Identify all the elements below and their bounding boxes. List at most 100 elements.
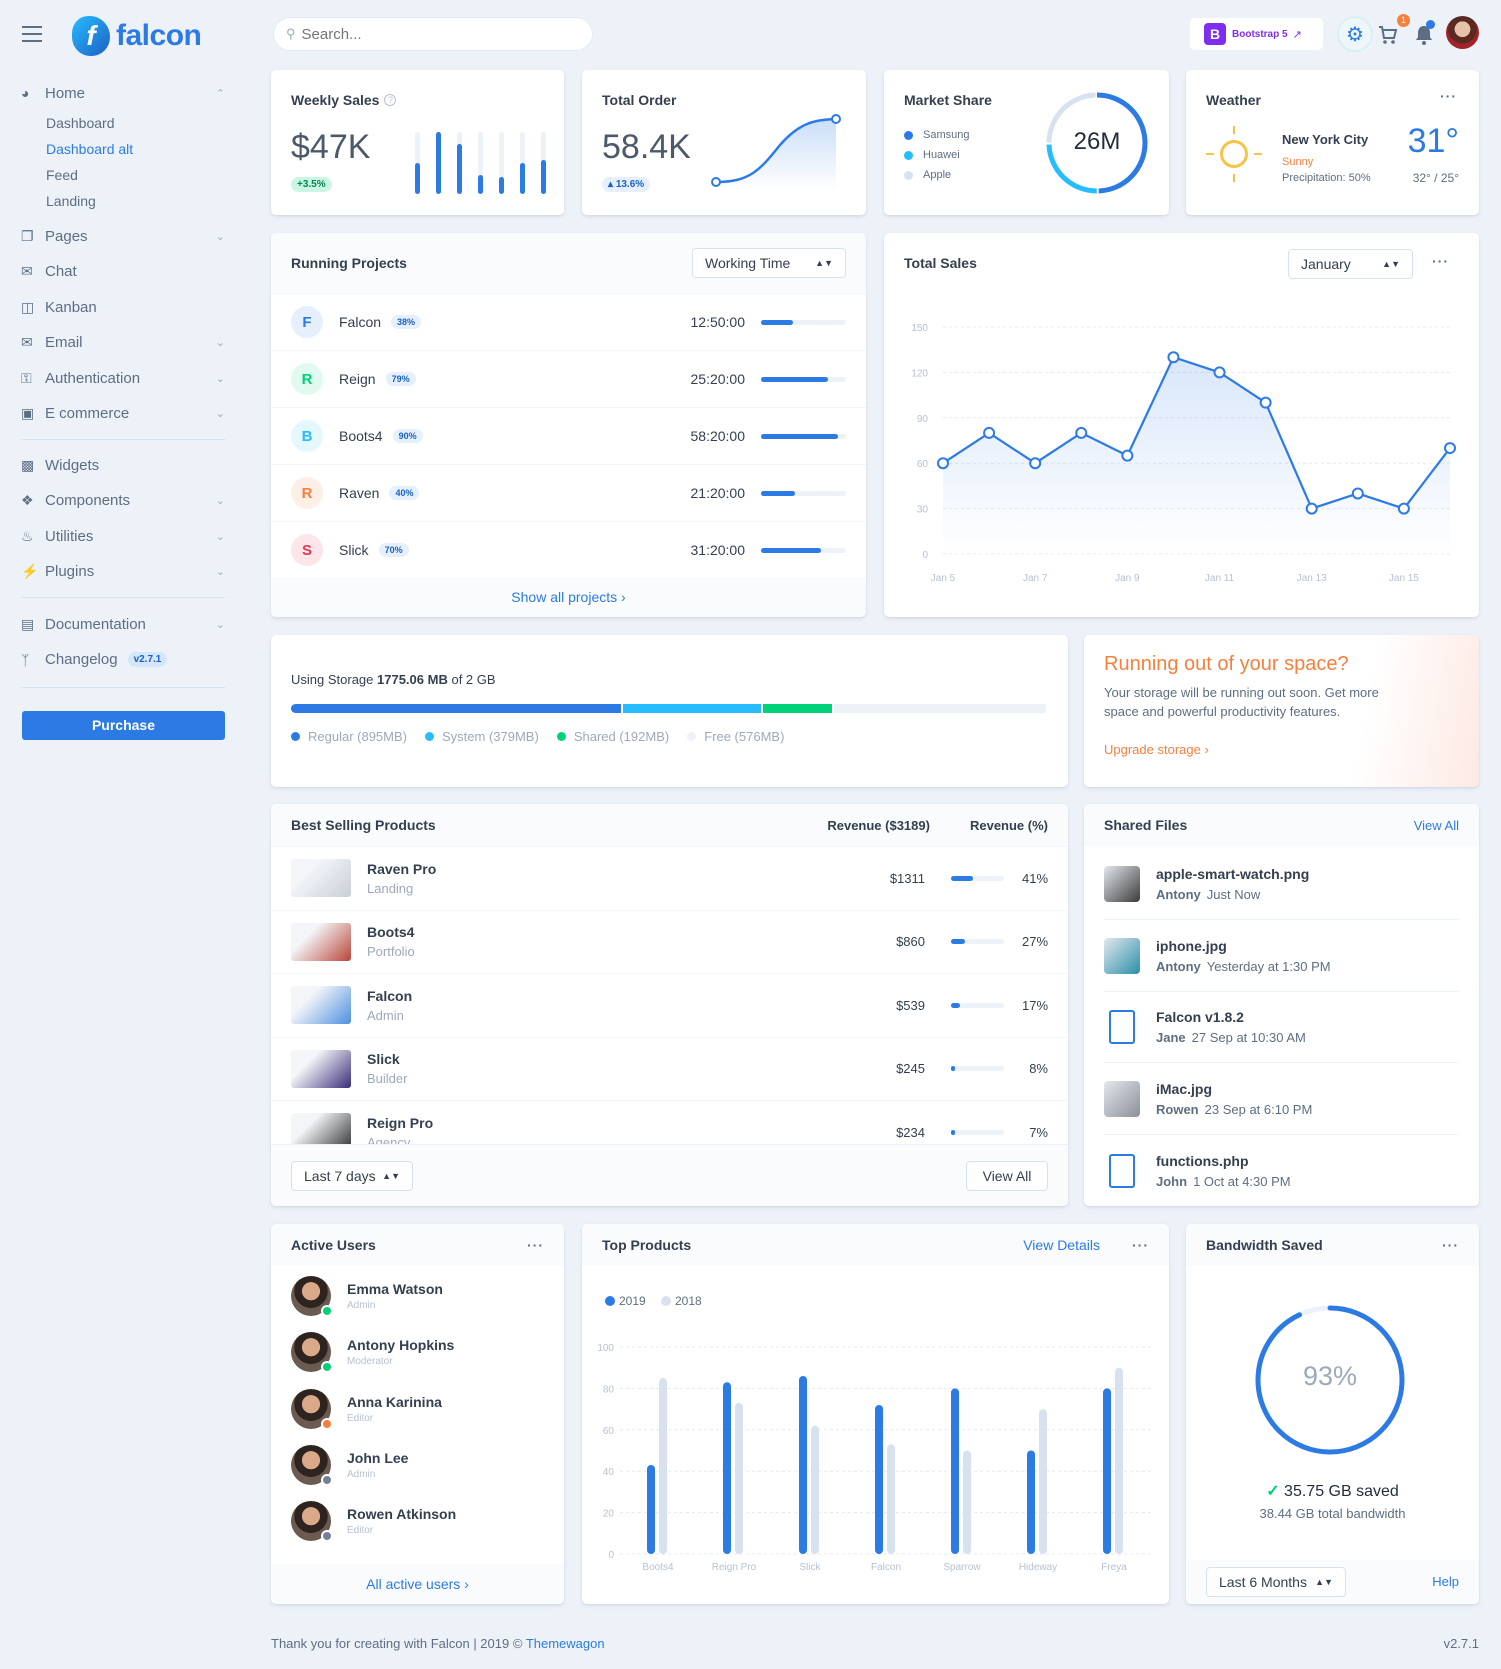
notifications-button[interactable] xyxy=(1415,20,1437,46)
chevron-down-icon[interactable]: ⌄ xyxy=(215,408,225,420)
project-row[interactable]: R Raven 40% 21:20:00 xyxy=(271,464,866,521)
menu-toggle-button[interactable] xyxy=(22,26,42,42)
file-name[interactable]: Falcon v1.8.2 xyxy=(1156,1009,1244,1025)
sidebar-subitem-landing[interactable]: Landing xyxy=(46,193,96,209)
chevron-down-icon[interactable]: ⌄ xyxy=(215,230,225,243)
sales-point[interactable] xyxy=(1305,502,1318,515)
file-row[interactable]: iMac.jpg Rowen 23 Sep at 6:10 PM xyxy=(1104,1064,1459,1135)
sidebar-item-utilities[interactable]: ♨ Utilities ⌄ xyxy=(21,521,225,551)
project-name[interactable]: Reign xyxy=(339,371,376,387)
product-row[interactable]: Slick Builder $245 8% xyxy=(271,1036,1068,1100)
bar-2019-reign-pro[interactable] xyxy=(723,1382,731,1554)
user-row[interactable]: Anna Karinina Editor xyxy=(291,1381,442,1437)
sidebar-item-widgets[interactable]: ▩ Widgets xyxy=(21,450,225,480)
user-name[interactable]: Antony Hopkins xyxy=(347,1337,455,1354)
view-all-button[interactable]: View All xyxy=(966,1161,1048,1191)
avatar[interactable] xyxy=(291,1332,333,1374)
bar-2018-freya[interactable] xyxy=(1115,1367,1123,1554)
project-row[interactable]: F Falcon 38% 12:50:00 xyxy=(271,293,866,350)
sidebar-item-email[interactable]: ✉ Email ⌄ xyxy=(21,328,225,358)
chevron-down-icon[interactable]: ⌄ xyxy=(215,566,225,578)
bar-2019-falcon[interactable] xyxy=(875,1404,883,1554)
revenue-column-header[interactable]: Revenue ($3189) xyxy=(827,817,930,833)
sidebar-item-plugins[interactable]: ⚡ Plugins ⌄ xyxy=(21,557,225,587)
file-row[interactable]: Falcon v1.8.2 Jane 27 Sep at 10:30 AM xyxy=(1104,992,1459,1063)
avatar[interactable] xyxy=(291,1388,333,1430)
user-name[interactable]: John Lee xyxy=(347,1449,409,1466)
product-name[interactable]: Reign Pro xyxy=(367,1114,434,1131)
chevron-down-icon[interactable]: ⌄ xyxy=(215,495,225,507)
sales-point[interactable] xyxy=(1121,449,1134,462)
month-select[interactable]: January ▲▼ xyxy=(1288,249,1413,279)
user-row[interactable]: Emma Watson Admin xyxy=(291,1268,443,1324)
help-icon[interactable]: ? xyxy=(384,94,397,106)
sidebar-item-changelog[interactable]: ᛉ Changelog v2.7.1 xyxy=(21,645,225,675)
user-row[interactable]: Rowen Atkinson Editor xyxy=(291,1493,456,1549)
cart-button[interactable]: 1 xyxy=(1378,14,1410,46)
bar-2018-falcon[interactable] xyxy=(887,1444,895,1554)
sidebar-subitem-dashboard-alt[interactable]: Dashboard alt xyxy=(46,141,134,157)
help-link[interactable]: Help xyxy=(1432,1574,1459,1589)
sales-point[interactable] xyxy=(1213,366,1226,379)
project-name[interactable]: Raven xyxy=(339,485,380,501)
sidebar-item-pages[interactable]: ❐ Pages ⌄ xyxy=(21,221,225,251)
file-name[interactable]: iMac.jpg xyxy=(1156,1080,1213,1097)
search-box[interactable]: ⚲ xyxy=(273,17,593,51)
product-name[interactable]: Boots4 xyxy=(367,924,415,940)
bar-2018-reign-pro[interactable] xyxy=(735,1402,743,1554)
project-row[interactable]: R Reign 79% 25:20:00 xyxy=(271,350,866,407)
bar-2019-sparrow[interactable] xyxy=(951,1388,959,1554)
user-row[interactable]: John Lee Admin xyxy=(291,1437,408,1493)
product-name[interactable]: Slick xyxy=(367,1051,400,1067)
avatar[interactable] xyxy=(291,1276,333,1317)
bar-2018-hideway[interactable] xyxy=(1039,1409,1047,1554)
avatar[interactable] xyxy=(291,1501,333,1543)
sales-point[interactable] xyxy=(1259,396,1272,409)
purchase-button[interactable]: Purchase xyxy=(22,711,225,740)
sidebar-item-e-commerce[interactable]: ▣ E commerce ⌄ xyxy=(21,399,225,429)
view-details-link[interactable]: View Details xyxy=(1023,1237,1100,1253)
sales-point[interactable] xyxy=(1029,457,1042,470)
sidebar-item-authentication[interactable]: ⚿ Authentication ⌄ xyxy=(21,363,225,393)
user-name[interactable]: Anna Karinina xyxy=(347,1393,442,1410)
themewagon-link[interactable]: Themewagon xyxy=(525,1636,605,1651)
more-options-icon[interactable]: ··· xyxy=(1432,253,1449,269)
revenue-percent-column-header[interactable]: Revenue (%) xyxy=(969,817,1048,833)
chevron-down-icon[interactable]: ⌄ xyxy=(215,530,225,543)
view-all-files-link[interactable]: View All xyxy=(1413,817,1459,833)
sidebar-subitem-feed[interactable]: Feed xyxy=(46,167,78,183)
project-name[interactable]: Slick xyxy=(339,542,369,558)
sales-point[interactable] xyxy=(1075,426,1088,439)
sidebar-item-components[interactable]: ❖ Components ⌄ xyxy=(21,486,225,516)
more-options-icon[interactable]: ··· xyxy=(1442,1237,1459,1253)
file-row[interactable]: functions.php John 1 Oct at 4:30 PM xyxy=(1104,1135,1459,1206)
user-row[interactable]: Antony Hopkins Moderator xyxy=(291,1324,454,1380)
bar-2019-boots4[interactable] xyxy=(647,1464,655,1554)
bar-2019-freya[interactable] xyxy=(1103,1388,1111,1554)
chevron-down-icon[interactable]: ⌄ xyxy=(215,372,225,385)
file-row[interactable]: apple-smart-watch.png Antony Just Now xyxy=(1104,849,1459,920)
more-options-icon[interactable]: ··· xyxy=(1132,1237,1149,1253)
avatar[interactable] xyxy=(1446,16,1479,49)
sales-point[interactable] xyxy=(1397,502,1410,515)
more-options-icon[interactable]: ··· xyxy=(527,1237,544,1253)
product-name[interactable]: Raven Pro xyxy=(367,860,437,877)
sales-point[interactable] xyxy=(1167,351,1180,364)
bar-2019-hideway[interactable] xyxy=(1027,1450,1035,1555)
file-name[interactable]: functions.php xyxy=(1156,1152,1249,1169)
sales-point[interactable] xyxy=(1444,442,1456,455)
sales-point[interactable] xyxy=(937,457,949,470)
more-options-icon[interactable]: ··· xyxy=(1440,88,1457,104)
sales-point[interactable] xyxy=(983,426,996,439)
all-active-users-link[interactable]: All active users › xyxy=(366,1576,469,1592)
period-select[interactable]: Last 6 Months ▲▼ xyxy=(1206,1567,1346,1597)
product-row[interactable]: Falcon Admin $539 17% xyxy=(271,973,1068,1036)
chevron-up-icon[interactable]: ⌃ xyxy=(215,87,225,100)
sales-point[interactable] xyxy=(1351,487,1364,500)
chevron-down-icon[interactable]: ⌄ xyxy=(215,618,225,631)
bar-2019-slick[interactable] xyxy=(799,1375,807,1554)
sidebar-item-home[interactable]: ◕ Home ⌃ xyxy=(21,78,225,108)
show-all-projects-link[interactable]: Show all projects › xyxy=(511,589,626,605)
search-input[interactable] xyxy=(301,25,562,43)
sidebar-item-documentation[interactable]: ▤ Documentation ⌄ xyxy=(21,609,225,639)
